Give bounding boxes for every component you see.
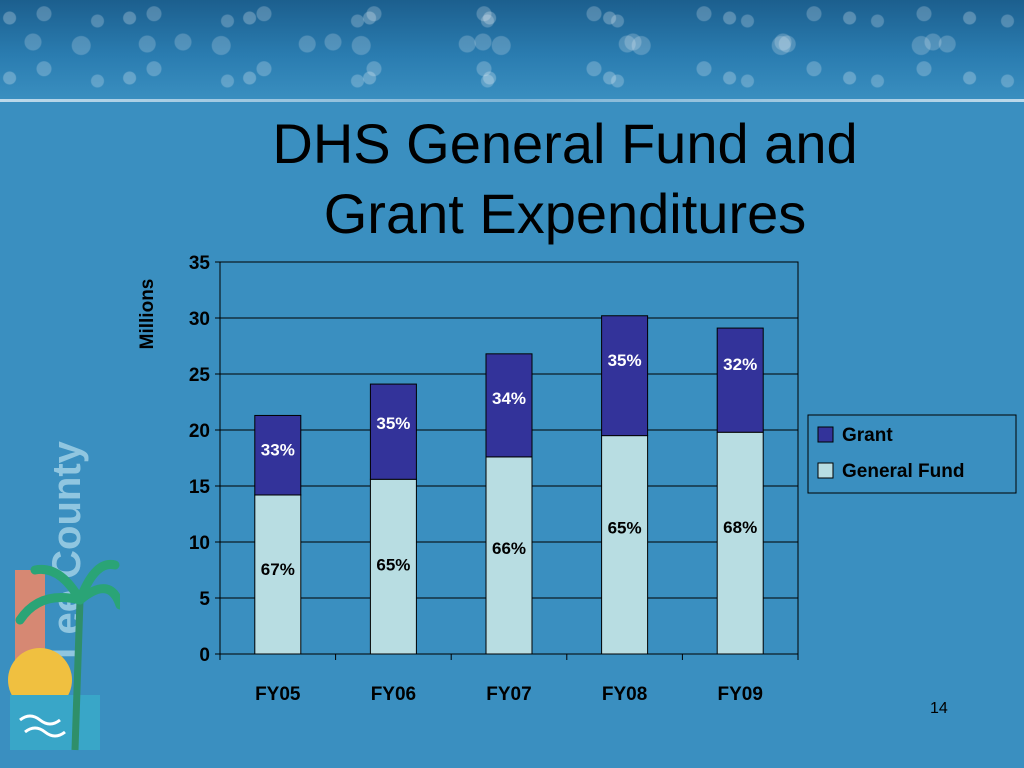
bar-grant bbox=[716, 327, 764, 433]
bar-general-fund bbox=[485, 456, 533, 655]
y-axis-label: Millions bbox=[137, 279, 158, 350]
x-tick-label: FY05 bbox=[255, 684, 301, 705]
data-label-grant: 32% bbox=[723, 355, 757, 374]
x-tick-label: FY09 bbox=[717, 684, 762, 705]
data-label-grant: 35% bbox=[608, 351, 642, 370]
chart-title-line-1: DHS General Fund and bbox=[272, 112, 858, 175]
data-label-grant: 34% bbox=[492, 389, 526, 408]
chart-title-line-2: Grant Expenditures bbox=[323, 182, 807, 245]
data-label-general-fund: 65% bbox=[608, 519, 642, 538]
data-label-general-fund: 66% bbox=[492, 539, 526, 558]
x-tick-label: FY08 bbox=[602, 684, 647, 705]
legend bbox=[807, 414, 1017, 494]
banner-divider bbox=[0, 99, 1024, 102]
data-label-grant: 35% bbox=[376, 414, 410, 433]
data-label-grant: 33% bbox=[261, 440, 295, 459]
legend-swatch bbox=[817, 426, 834, 443]
bar-grant bbox=[254, 414, 302, 496]
bar-general-fund bbox=[716, 431, 764, 655]
header-banner bbox=[0, 0, 1024, 100]
legend-label: Grant bbox=[842, 425, 893, 446]
y-tick-label: 5 bbox=[199, 589, 210, 610]
data-label-general-fund: 68% bbox=[723, 518, 757, 537]
lee-county-logo: Lee County bbox=[8, 440, 120, 751]
bar-grant bbox=[485, 353, 533, 458]
y-tick-label: 30 bbox=[189, 309, 210, 330]
x-tick-label: FY06 bbox=[371, 684, 416, 705]
y-tick-label: 35 bbox=[189, 253, 211, 274]
y-tick-label: 10 bbox=[189, 533, 210, 554]
bar-grant bbox=[369, 383, 417, 480]
stacked-bar-chart: 0 5 10 15 20 25 30 35 Millions 67% 33% FY05 65% 35% FY… bbox=[137, 253, 1017, 705]
data-label-general-fund: 67% bbox=[261, 560, 295, 579]
data-label-general-fund: 65% bbox=[376, 555, 410, 574]
legend-label: General Fund bbox=[842, 461, 964, 482]
bar-general-fund bbox=[601, 435, 649, 655]
y-tick-label: 20 bbox=[189, 421, 210, 442]
legend-swatch bbox=[817, 462, 834, 479]
y-tick-label: 25 bbox=[189, 365, 211, 386]
x-tick-label: FY07 bbox=[486, 684, 531, 705]
slide-number: 14 bbox=[930, 700, 948, 717]
bar-grant bbox=[601, 315, 649, 437]
y-tick-label: 0 bbox=[199, 645, 210, 666]
y-tick-label: 15 bbox=[189, 477, 211, 498]
bar-general-fund bbox=[369, 478, 417, 655]
